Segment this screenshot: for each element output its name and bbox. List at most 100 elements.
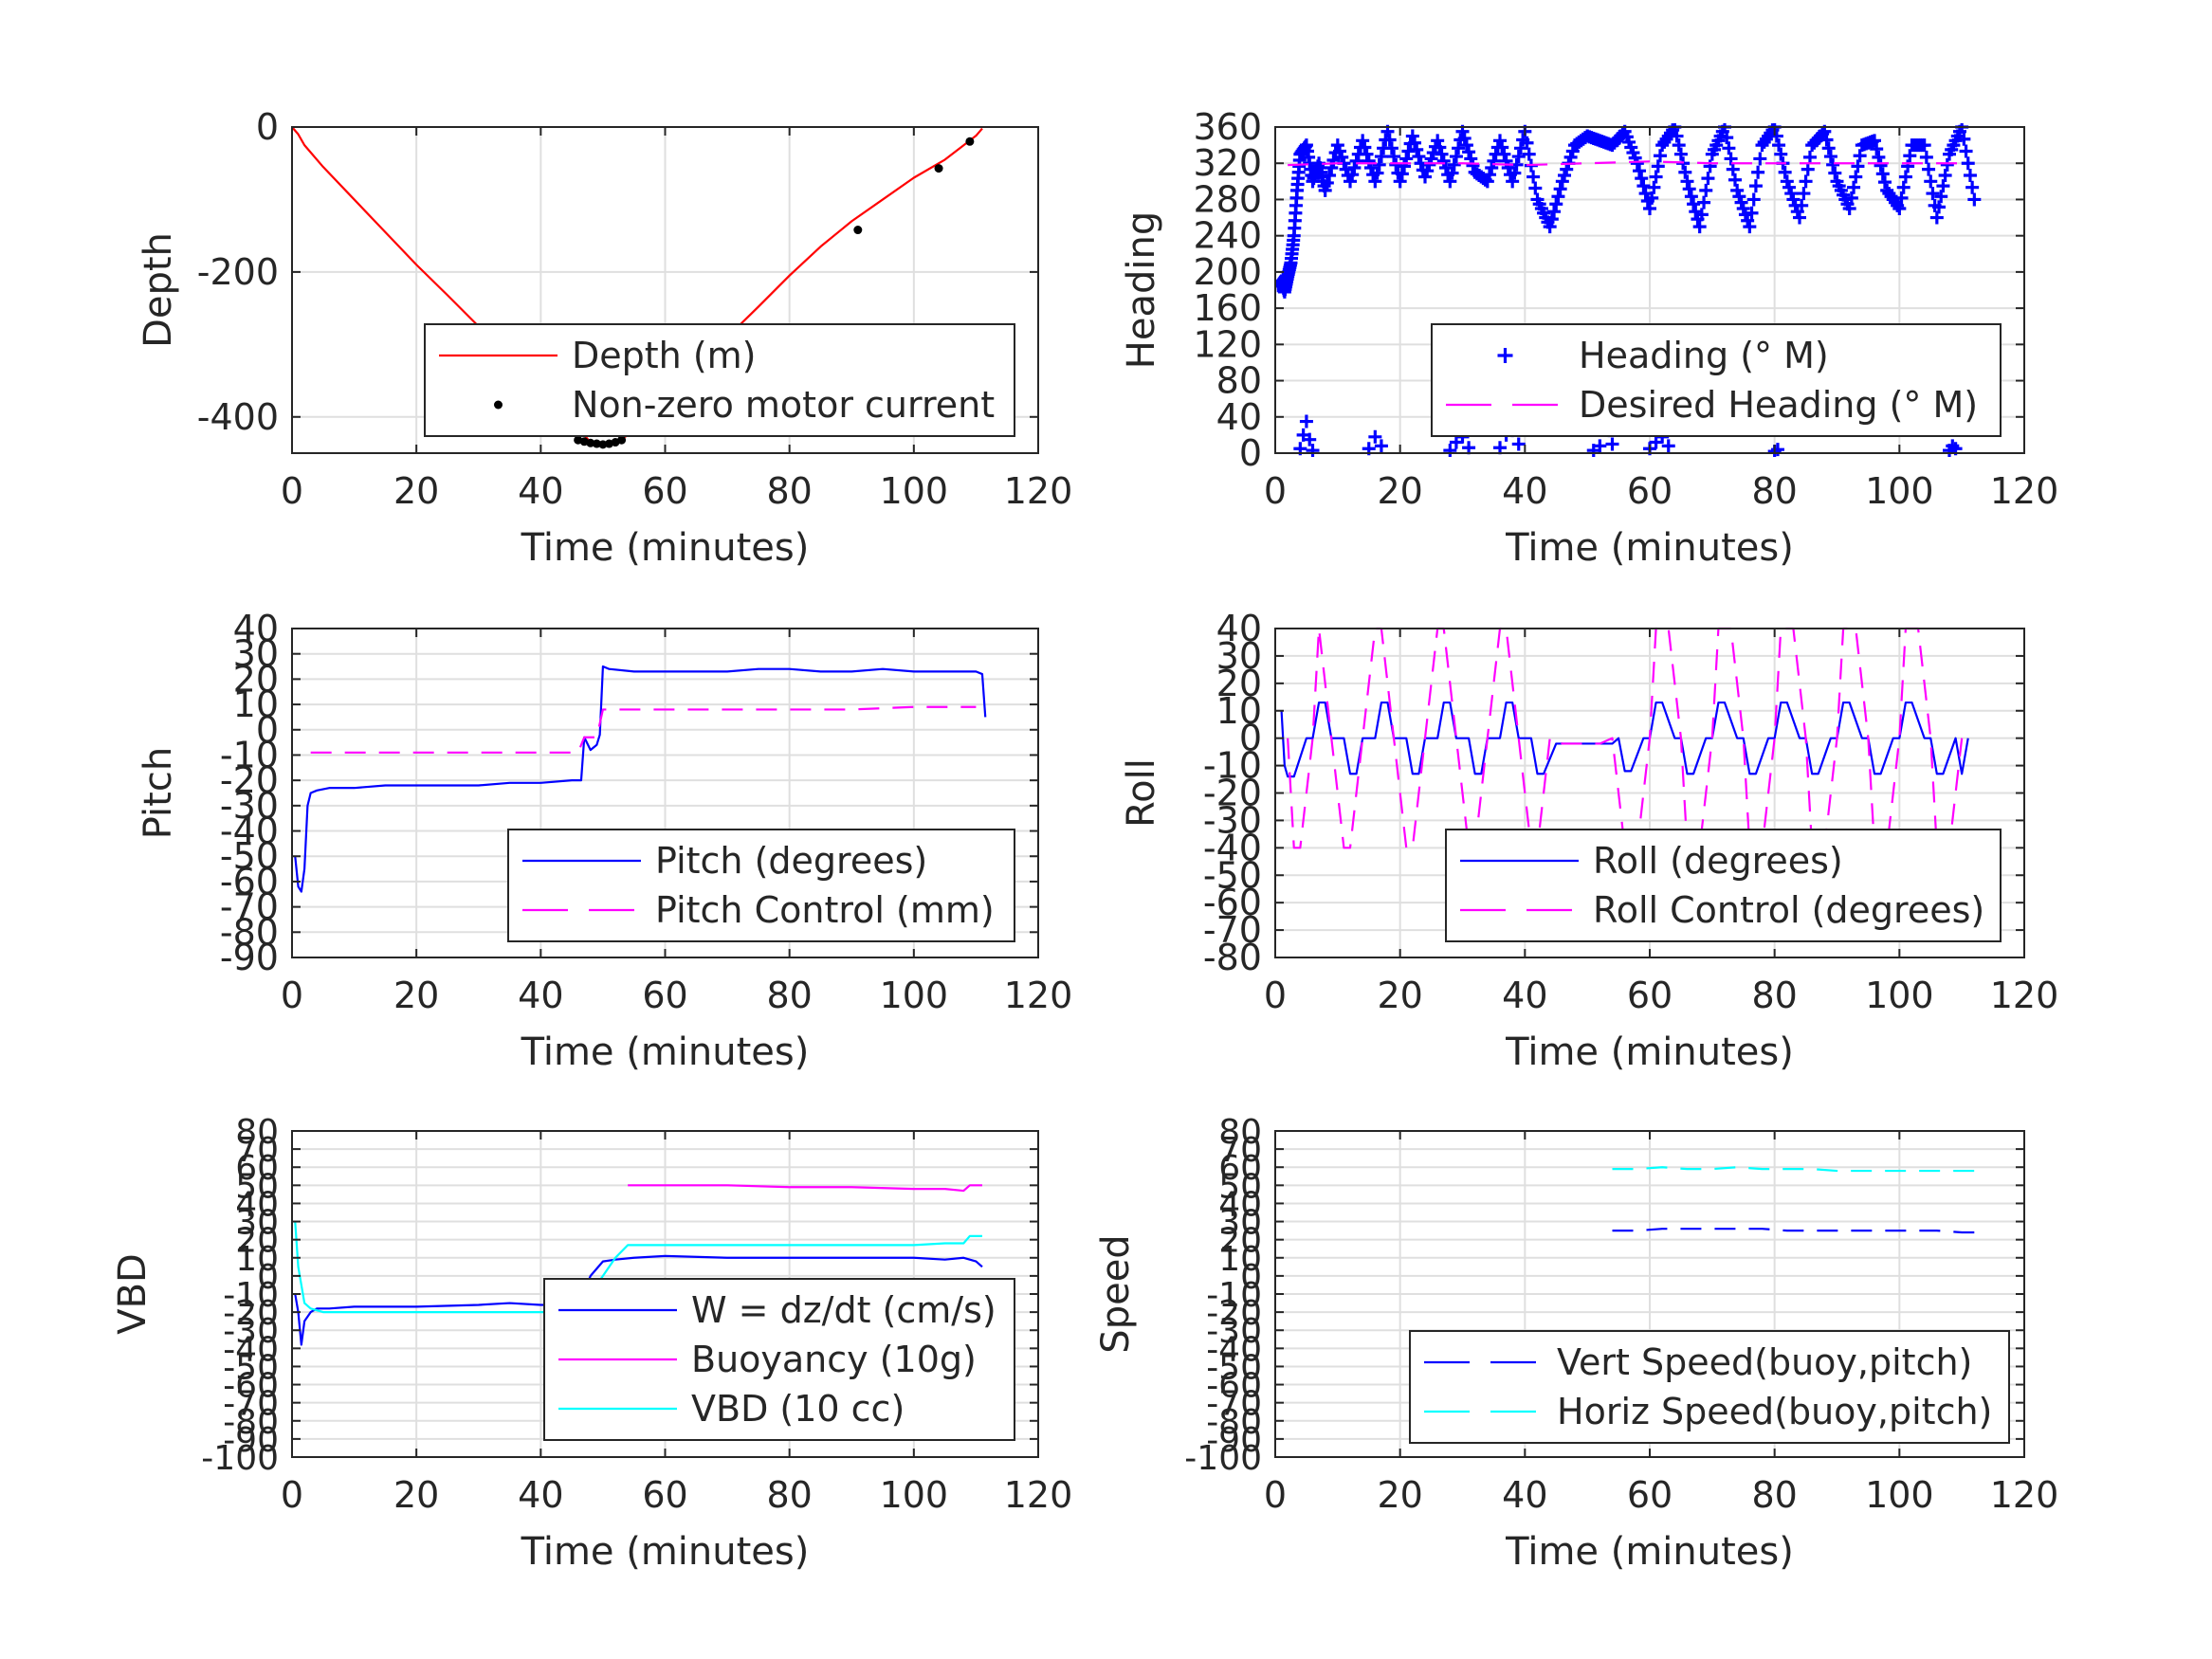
- x-tick-label: 120: [1990, 975, 2059, 1016]
- data-layer: [292, 126, 983, 449]
- series-horiz-speed-buoy-pitch-line: [1612, 1166, 1975, 1173]
- y-tick-label: 70: [1218, 1131, 1262, 1170]
- legend-box: [1431, 323, 2002, 437]
- series-heading-m-point: [1957, 132, 1971, 146]
- y-tick-label: 30: [235, 1204, 279, 1243]
- series-heading-m-point: [1418, 170, 1432, 184]
- series-heading-m-point: [1493, 441, 1507, 455]
- x-axis-label: Time (minutes): [521, 1530, 810, 1574]
- series-heading-m-point: [1543, 220, 1557, 234]
- x-tick-label: 0: [1264, 470, 1287, 512]
- series-heading-m-point: [1697, 195, 1711, 210]
- series-heading-m-point: [1724, 152, 1738, 166]
- legend-swatch: [494, 400, 503, 410]
- series-heading-m-point: [1520, 136, 1534, 150]
- series-heading-m-point: [1967, 192, 1982, 207]
- series-heading-m-point: [1387, 150, 1401, 164]
- x-tick-label: 100: [1865, 470, 1934, 512]
- x-tick-label: 100: [1865, 1474, 1934, 1516]
- series-heading-m-point: [1720, 131, 1734, 145]
- x-tick-label: 0: [281, 975, 303, 1016]
- series-non-zero-motor-current-point: [592, 439, 601, 448]
- series-heading-m-point: [1431, 134, 1445, 148]
- series-heading-m-point: [1487, 154, 1501, 168]
- series-heading-m-point: [1965, 180, 1980, 194]
- y-tick-label: -60: [223, 1367, 279, 1406]
- series-heading-m-point: [1868, 134, 1881, 148]
- series-heading-m-point: [1821, 141, 1836, 155]
- series-heading-m-point: [1408, 136, 1422, 150]
- y-tick-label: -100: [1184, 1439, 1262, 1478]
- legend-entry: Depth (m): [439, 335, 757, 376]
- series-heading-m-point: [1459, 138, 1473, 153]
- y-tick-label: 10: [1218, 1240, 1262, 1279]
- x-tick-label: 80: [1751, 470, 1797, 512]
- x-tick-label: 0: [281, 1474, 303, 1516]
- series-pitch-degrees-line: [294, 665, 987, 893]
- series-heading-m-point: [1924, 174, 1938, 189]
- y-tick-label: -80: [220, 911, 279, 953]
- y-axis-label: Speed: [1094, 1234, 1138, 1353]
- series-non-zero-motor-current-point: [934, 164, 943, 173]
- legend: W = dz/dt (cm/s) Buoyancy (10g) VBD (10 cc…: [543, 1278, 1015, 1441]
- legend-entry: W = dz/dt (cm/s): [558, 1289, 996, 1331]
- series-heading-m-point: [1936, 179, 1950, 193]
- series-heading-m-point: [1732, 190, 1746, 204]
- x-tick-label: 120: [1990, 1474, 2059, 1516]
- y-tick-label: 0: [1239, 718, 1262, 759]
- series-heading-m-point: [1699, 183, 1713, 197]
- series-heading-m-point: [1653, 149, 1667, 163]
- y-tick-label: -70: [1203, 909, 1262, 951]
- series-heading-m-point: [1393, 174, 1407, 189]
- legend-box: [507, 829, 1015, 942]
- y-tick-label: -40: [1203, 827, 1262, 868]
- legend-label: Desired Heading (° M): [1579, 384, 1978, 426]
- series-heading-m-point: [1547, 205, 1562, 219]
- series-heading-m-point: [1673, 147, 1688, 161]
- series-heading-m-point: [1558, 168, 1572, 182]
- series-heading-m-point: [1682, 182, 1696, 196]
- series-heading-m-point: [1420, 164, 1435, 178]
- y-tick-label: 10: [1216, 690, 1262, 732]
- series-heading-m-point: [1736, 202, 1750, 215]
- series-heading-m-point: [1374, 150, 1388, 164]
- series-heading-m-point: [1672, 138, 1686, 153]
- x-tick-label: 60: [1627, 470, 1673, 512]
- y-tick-label: 30: [1216, 635, 1262, 677]
- series-heading-m-point: [1372, 157, 1386, 172]
- series-heading-m-point: [1926, 187, 1940, 201]
- legend: Vert Speed(buoy,pitch) Horiz Speed(buoy,p…: [1409, 1330, 2010, 1444]
- y-tick-label: -10: [1203, 745, 1262, 787]
- y-tick-label: -80: [1203, 937, 1262, 978]
- series-heading-m-point: [1963, 168, 1977, 182]
- x-tick-label: 80: [1751, 1474, 1797, 1516]
- y-tick-label: 160: [1193, 287, 1262, 329]
- series-heading-m-point: [1412, 150, 1426, 164]
- series-non-zero-motor-current-point: [598, 440, 608, 449]
- series-non-zero-motor-current-point: [617, 435, 627, 445]
- series-heading-m-point: [1694, 208, 1709, 222]
- series-heading-m-point: [1303, 432, 1317, 447]
- y-axis-label: Heading: [1120, 211, 1163, 369]
- legend-entry: Roll Control (degrees): [1460, 889, 1984, 931]
- y-tick-label: -60: [1203, 882, 1262, 923]
- y-tick-label: 20: [1216, 663, 1262, 704]
- legend-label: W = dz/dt (cm/s): [691, 1289, 996, 1331]
- legend-label: Heading (° M): [1579, 335, 1829, 376]
- subplot-heading: 0 20 40 60 80 100 1200408012016020024028032036…: [1120, 106, 2058, 570]
- series-heading-m-point: [1828, 166, 1842, 180]
- x-tick-label: 60: [642, 975, 687, 1016]
- legend-entry: Non-zero motor current: [494, 384, 995, 426]
- series-heading-m-point: [1349, 154, 1363, 168]
- series-heading-m-point: [1786, 192, 1801, 207]
- series-heading-m-point: [1410, 142, 1424, 156]
- series-heading-m-point: [1526, 170, 1541, 184]
- y-tick-label: 30: [1218, 1204, 1262, 1243]
- series-heading-m-point: [1741, 213, 1755, 228]
- series-heading-m-point: [1678, 165, 1692, 179]
- series-heading-m-point: [1853, 149, 1867, 163]
- x-tick-label: 20: [393, 1474, 439, 1516]
- series-heading-m-point: [1320, 175, 1334, 190]
- legend-label: Pitch Control (mm): [655, 889, 995, 931]
- legend-entry: Roll (degrees): [1460, 840, 1843, 882]
